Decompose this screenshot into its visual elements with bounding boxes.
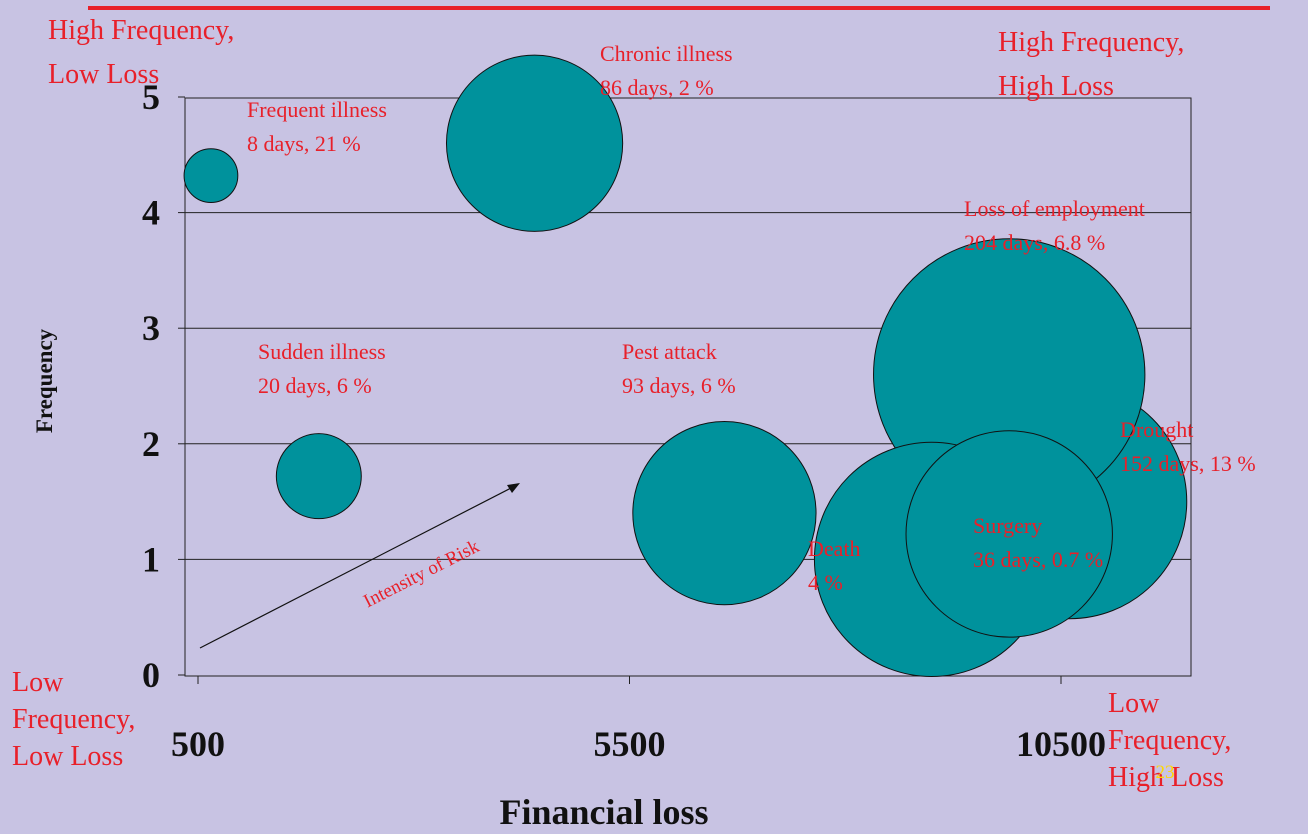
bubble — [275, 433, 362, 520]
bubble-label: Pest attack — [622, 339, 717, 364]
quadrant-labels: High Frequency, Low Loss High Frequency, Hi… — [12, 15, 1231, 793]
quadrant-label: Low Loss — [12, 741, 123, 772]
y-tick-label: 5 — [142, 77, 160, 117]
bubbles — [183, 54, 1188, 678]
risk-arrow-label: Intensity of Risk — [360, 536, 483, 612]
quadrant-label: High Loss — [998, 71, 1114, 102]
bubble-label: 204 days, 6.8 % — [964, 230, 1105, 255]
bubble-label: Surgery — [973, 513, 1042, 538]
y-axis-label: Frequency — [32, 328, 57, 433]
quadrant-label: Low — [1108, 688, 1160, 719]
risk-arrow — [199, 487, 512, 649]
x-tick-label: 10500 — [1016, 724, 1106, 764]
y-tick-label: 3 — [142, 308, 160, 348]
bubble-label: 4 % — [808, 570, 843, 595]
quadrant-label: Low Loss — [48, 59, 159, 90]
bubble-label: 36 days, 0.7 % — [973, 547, 1103, 572]
bubble-label: Chronic illness — [600, 41, 733, 66]
bubble-label: Drought — [1120, 417, 1193, 442]
quadrant-label: High Frequency, — [998, 27, 1184, 58]
x-axis: 500 5500 10500 — [171, 676, 1106, 764]
y-tick-label: 0 — [142, 655, 160, 695]
quadrant-label: High Loss — [1108, 762, 1224, 793]
bubble-label: 20 days, 6 % — [258, 373, 372, 398]
plot-area-frame — [184, 97, 1192, 677]
bubble-label: 93 days, 6 % — [622, 373, 736, 398]
y-tick-label: 2 — [142, 424, 160, 464]
bubble-label: Loss of employment — [964, 196, 1145, 221]
bubble-label: 152 days, 13 % — [1120, 451, 1256, 476]
quadrant-label: Frequency, — [1108, 725, 1231, 756]
bubble-label: Death — [808, 536, 861, 561]
bubble — [445, 54, 624, 232]
y-axis: 0 1 2 3 4 5 — [142, 77, 185, 695]
bubble-label: 8 days, 21 % — [247, 131, 361, 156]
bubble-label: 86 days, 2 % — [600, 75, 714, 100]
y-tick-label: 4 — [142, 193, 160, 233]
quadrant-label: Low — [12, 667, 64, 698]
x-tick-label: 5500 — [594, 724, 666, 764]
y-tick-label: 1 — [142, 539, 160, 579]
risk-arrow-head — [507, 483, 520, 493]
bubble — [905, 430, 1113, 638]
quadrant-label: High Frequency, — [48, 15, 234, 46]
bubble — [632, 421, 817, 606]
bubble-label: Frequent illness — [247, 97, 387, 122]
bubble — [183, 148, 239, 203]
quadrant-label: Frequency, — [12, 704, 135, 735]
slide-number: 23 — [1156, 762, 1175, 783]
x-axis-label: Financial loss — [499, 792, 708, 832]
x-tick-label: 500 — [171, 724, 225, 764]
bubble-labels: Frequent illness 8 days, 21 % Chronic illn… — [247, 41, 1256, 595]
bubble-label: Sudden illness — [258, 339, 386, 364]
